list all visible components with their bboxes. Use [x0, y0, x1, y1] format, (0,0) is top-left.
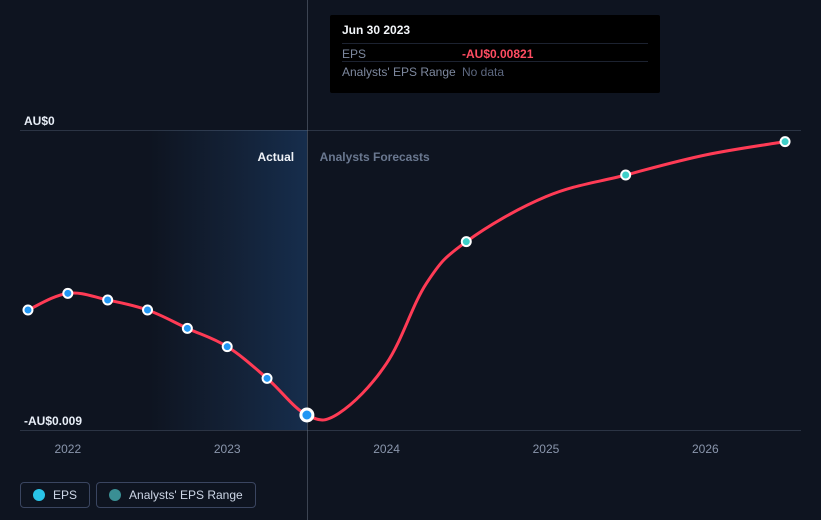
x-axis-tick: 2022	[54, 442, 81, 456]
tooltip-value: -AU$0.00821	[462, 47, 533, 61]
plot-area[interactable]: AU$0 -AU$0.009 Actual Analysts Forecasts	[20, 130, 801, 430]
x-axis-tick: 2025	[533, 442, 560, 456]
x-axis: 2022 2023 2024 2025 2026	[20, 442, 801, 462]
legend-item-eps[interactable]: EPS	[20, 482, 90, 508]
legend: EPS Analysts' EPS Range	[20, 482, 256, 508]
chart-svg	[20, 130, 801, 430]
x-axis-tick: 2026	[692, 442, 719, 456]
x-axis-tick: 2023	[214, 442, 241, 456]
eps-chart: AU$0 -AU$0.009 Actual Analysts Forecasts…	[0, 0, 821, 520]
gridline	[20, 430, 801, 431]
legend-label: EPS	[53, 488, 77, 502]
tooltip-key: EPS	[342, 47, 462, 61]
legend-item-analysts-range[interactable]: Analysts' EPS Range	[96, 482, 256, 508]
tooltip-value: No data	[462, 65, 504, 79]
tooltip-date: Jun 30 2023	[342, 23, 648, 43]
tooltip-key: Analysts' EPS Range	[342, 65, 462, 79]
legend-swatch-icon	[109, 489, 121, 501]
y-axis-label: AU$0	[24, 114, 55, 128]
legend-label: Analysts' EPS Range	[129, 488, 243, 502]
tooltip: Jun 30 2023 EPS -AU$0.00821 Analysts' EP…	[330, 15, 660, 93]
tooltip-row: Analysts' EPS Range No data	[342, 61, 648, 79]
x-axis-tick: 2024	[373, 442, 400, 456]
legend-swatch-icon	[33, 489, 45, 501]
tooltip-row: EPS -AU$0.00821	[342, 43, 648, 61]
